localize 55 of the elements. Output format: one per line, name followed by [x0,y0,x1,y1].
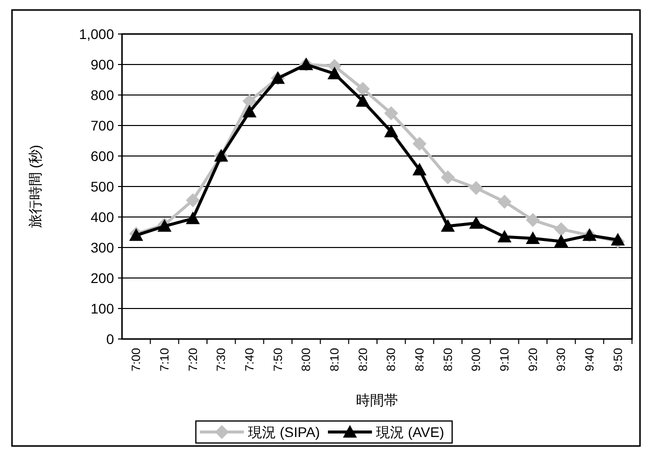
x-tick-label: 8:30 [384,348,398,372]
point [440,219,455,232]
point [242,94,256,108]
point [384,106,398,120]
point [554,222,568,236]
y-tick-label: 900 [90,56,114,72]
x-tick-label: 7:20 [186,348,200,372]
y-tick-label: 300 [90,240,114,256]
x-tick-label: 9:40 [582,348,596,372]
y-tick-label: 600 [90,148,114,164]
point [498,194,512,209]
y-tick-label: 100 [90,300,114,316]
y-tick-label: 1,000 [78,26,114,42]
legend-label: 現況 (AVE) [376,424,444,440]
x-tick-label: 7:50 [270,348,285,372]
point [242,104,256,118]
point [356,94,370,107]
x-tick-label: 9:20 [526,348,540,372]
y-tick-label: 800 [90,87,114,103]
x-tick-label: 7:30 [214,348,228,372]
point [186,212,200,224]
point [384,124,398,138]
y-tick-label: 0 [106,331,114,347]
x-axis-title: 時間帯 [356,392,398,408]
point [526,213,540,228]
x-tick-label: 9:00 [469,348,484,372]
point [498,230,512,242]
y-tick-label: 400 [90,209,114,225]
x-tick-label: 7:10 [158,348,172,372]
x-tick-label: 8:10 [328,348,342,372]
point [412,136,426,151]
point [356,82,370,96]
point [328,66,342,80]
y-tick-label: 200 [90,270,114,286]
point [469,181,484,196]
point [610,232,625,246]
point [469,216,484,229]
x-tick-label: 7:00 [129,348,144,372]
y-axis-title: 旅行時間 (秒) [27,144,43,228]
x-tick-label: 9:30 [554,348,568,372]
x-tick-label: 8:40 [412,348,426,372]
x-tick-label: 8:50 [440,348,455,372]
x-tick-label: 9:50 [610,348,625,372]
x-tick-label: 8:00 [299,348,314,372]
point [526,231,540,244]
point [412,162,426,176]
point [554,234,568,247]
y-tick-label: 500 [90,178,114,194]
point [186,193,200,208]
x-tick-label: 9:10 [498,348,512,372]
x-tick-label: 7:40 [242,348,256,372]
x-tick-label: 8:20 [356,348,370,372]
point [440,170,455,184]
y-tick-label: 700 [90,118,114,134]
legend-label: 現況 (SIPA) [248,424,320,440]
